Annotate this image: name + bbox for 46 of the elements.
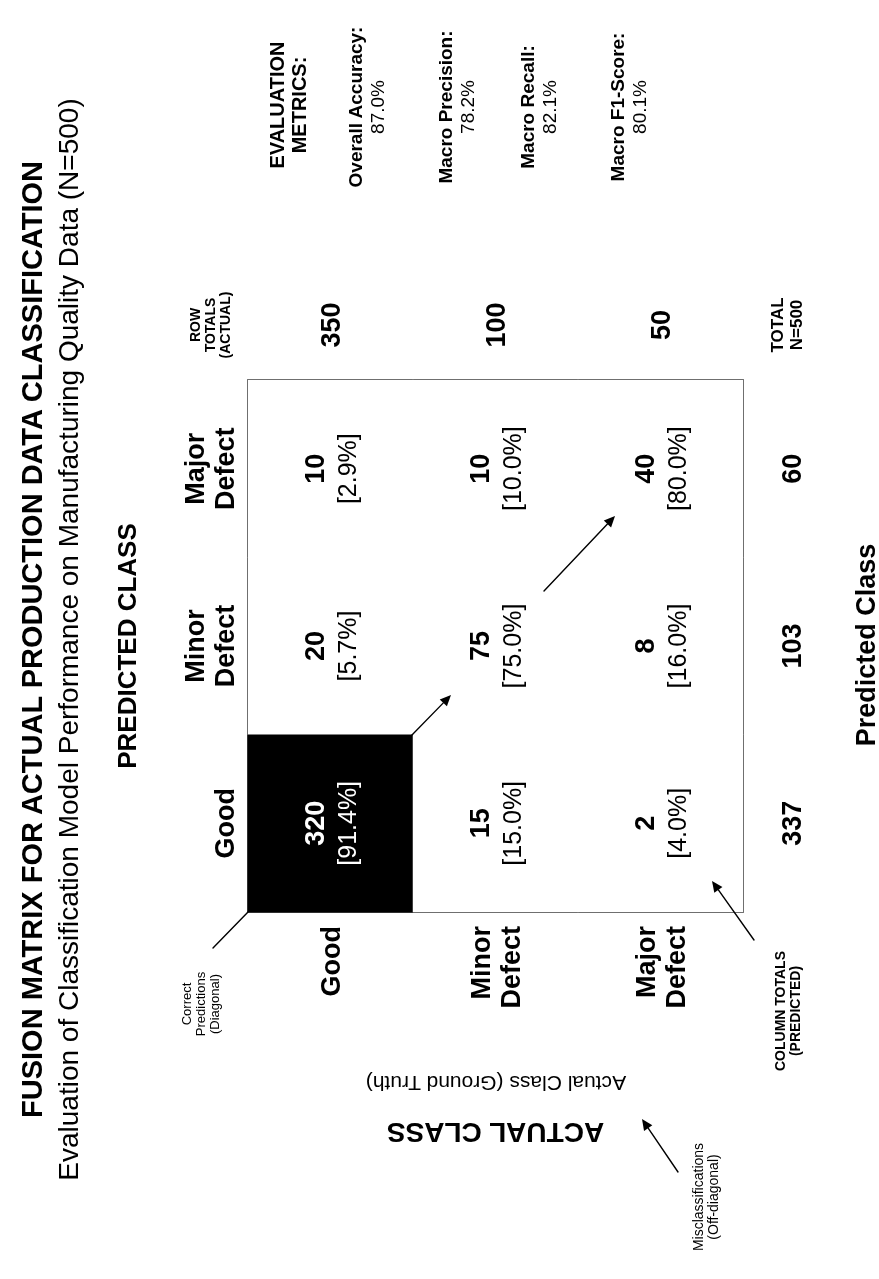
y-tick-label: Good [210, 788, 240, 859]
text: Macro F1-Score: 80.1% [606, 32, 650, 182]
data-label: 75 [464, 630, 495, 662]
text: FUSION MATRIX FOR ACTUAL PRODUCTION DATA CLASSIFICATION [15, 161, 48, 1118]
x-tick-label: Minor Defect [465, 925, 526, 1009]
text: COLUMN TOTALS (PREDICTED) [771, 950, 803, 1072]
text: Evaluation of Classification Model Performance on Manufacturing Quality Data (N=500) [52, 98, 84, 1181]
y2-tick-label: 103 [777, 623, 807, 669]
data-label: 8 [629, 638, 660, 654]
annotation: [5.7%] [332, 610, 361, 682]
x-axis-title: ACTUAL CLASS [386, 1116, 605, 1148]
annotation: [4.0%] [662, 787, 691, 859]
text: 350 [315, 302, 346, 348]
text: Macro Recall: 82.1% [516, 45, 560, 169]
data-label: 320 [299, 800, 330, 846]
data-label: 40 [629, 453, 660, 484]
text: 100 [480, 302, 511, 348]
text: ROW TOTALS (ACTUAL) [187, 291, 233, 359]
annotation: [75.0%] [497, 603, 526, 689]
text: EVALUATION METRICS: [266, 41, 310, 169]
text: Correct Predictions (Diagonal) [178, 971, 222, 1037]
y-tick-label: Major Defect [180, 427, 240, 510]
text: TOTAL N=500 [768, 297, 806, 353]
annotation: [15.0%] [497, 780, 526, 866]
y-axis-title: PREDICTED CLASS [112, 523, 142, 769]
data-label: 10 [299, 453, 330, 484]
text: Predicted Class [851, 543, 879, 747]
y2-tick-label: 60 [777, 453, 807, 484]
data-label: 10 [464, 453, 495, 484]
annotation: [80.0%] [662, 426, 691, 512]
annotation: [16.0%] [662, 603, 691, 689]
data-label: 20 [299, 630, 330, 662]
x-tick-label: Good [315, 926, 346, 997]
text: Actual Class (Ground Truth) [365, 1071, 627, 1095]
annotation: [10.0%] [497, 426, 526, 512]
x-tick-label: Major Defect [630, 925, 691, 1009]
y-tick-label: Minor Defect [180, 604, 240, 688]
annotation: [91.4%] [332, 780, 361, 866]
data-label: 15 [464, 808, 495, 839]
annotation: [2.9%] [332, 433, 361, 505]
text: Macro Precision: 78.2% [434, 30, 478, 184]
text: Overall Accuracy: 87.0% [344, 26, 388, 188]
data-label: 2 [629, 815, 660, 831]
text: Misclassifications (Off-diagonal) [689, 1142, 721, 1252]
text: 50 [645, 309, 676, 341]
y2-tick-label: 337 [777, 800, 807, 846]
